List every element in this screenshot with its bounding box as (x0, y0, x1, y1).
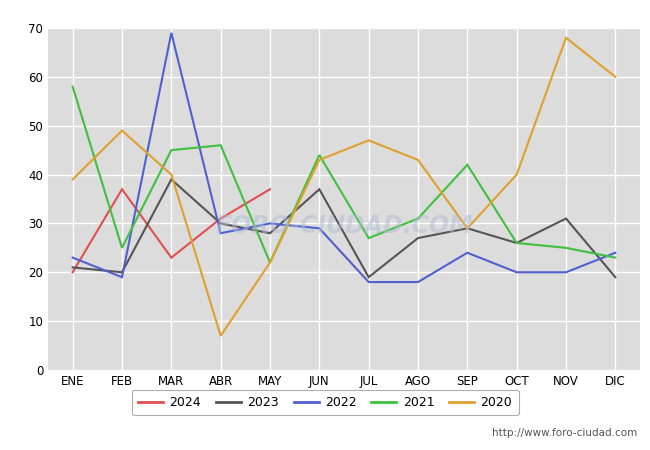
Text: FORO-CIUDAD.COM: FORO-CIUDAD.COM (215, 214, 473, 238)
Text: http://www.foro-ciudad.com: http://www.foro-ciudad.com (492, 428, 637, 438)
Legend: 2024, 2023, 2022, 2021, 2020: 2024, 2023, 2022, 2021, 2020 (131, 390, 519, 415)
Text: Matriculaciones de Vehiculos en Mos: Matriculaciones de Vehiculos en Mos (173, 5, 477, 23)
